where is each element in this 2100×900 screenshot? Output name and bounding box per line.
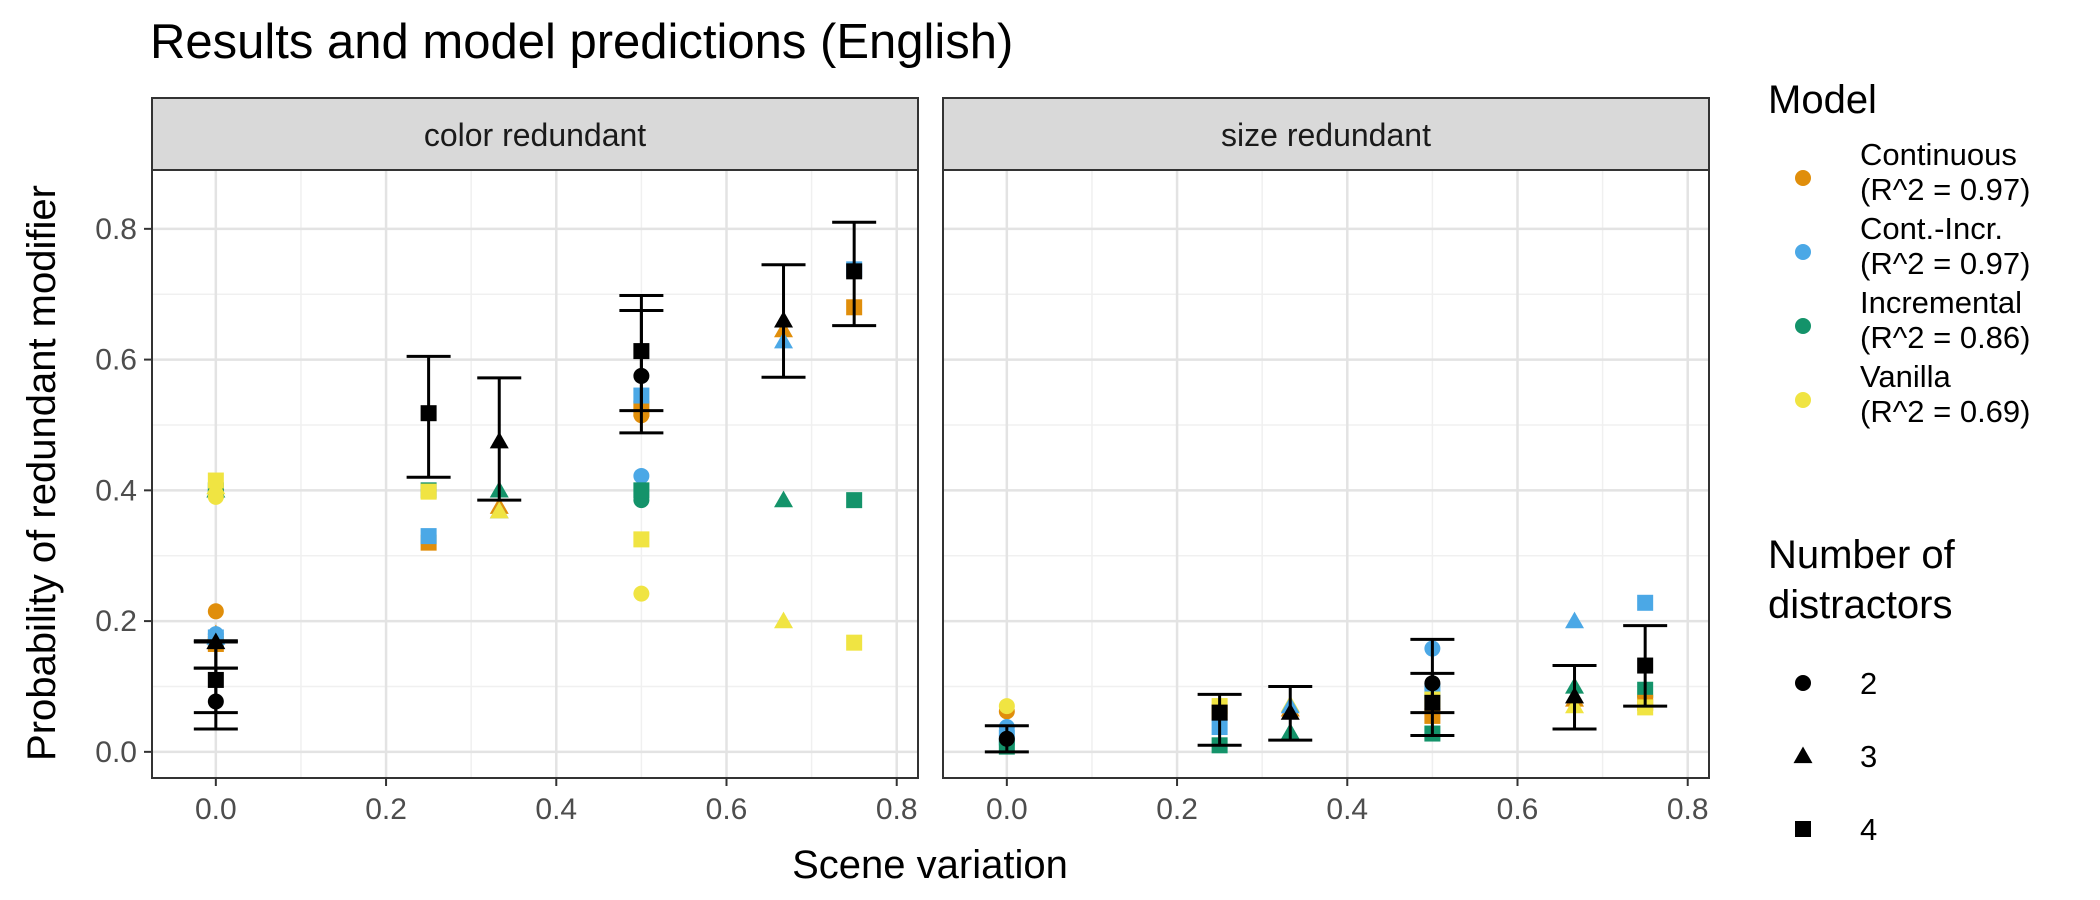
- legend-label: (R^2 = 0.86): [1860, 320, 2031, 355]
- x-tick-label: 0.8: [876, 793, 918, 826]
- y-tick-label: 0.0: [95, 736, 137, 769]
- legend-label: (R^2 = 0.97): [1860, 246, 2031, 281]
- legend-label: (R^2 = 0.97): [1860, 172, 2031, 207]
- x-tick-label: 0.2: [365, 793, 407, 826]
- legend-swatch: [1795, 392, 1811, 408]
- panel-background: [152, 170, 918, 778]
- legend-shape-circle: [1795, 675, 1811, 691]
- panel-border: [151, 169, 919, 779]
- y-tick-label: 0.4: [95, 474, 137, 507]
- legend-label: 2: [1860, 666, 1877, 701]
- prediction-point: [1637, 594, 1654, 611]
- legend-label: Vanilla: [1860, 359, 1952, 394]
- legend-model-title: Model: [1768, 78, 1877, 122]
- legend-swatch: [1795, 244, 1811, 260]
- prediction-point: [207, 603, 224, 620]
- x-axis-label: Scene variation: [792, 843, 1068, 887]
- x-tick-label: 0.6: [706, 793, 748, 826]
- x-tick-label: 0.4: [535, 793, 577, 826]
- x-tick-label: 0.0: [986, 793, 1028, 826]
- x-tick-label: 0.4: [1326, 793, 1368, 826]
- legend-swatch: [1795, 318, 1811, 334]
- facet-strip: [151, 97, 919, 171]
- empirical-point: [633, 343, 650, 360]
- prediction-point: [489, 501, 509, 519]
- empirical-point: [1280, 703, 1300, 720]
- prediction-point: [420, 528, 437, 545]
- legend-label: 4: [1860, 812, 1877, 847]
- panel-border: [942, 169, 1710, 779]
- prediction-point: [633, 585, 650, 602]
- prediction-point: [207, 472, 224, 489]
- legend-label: Incremental: [1860, 285, 2022, 320]
- panel-size-redundant: size redundant 0.0 0.2 0.4 0.6 0.8: [942, 97, 1710, 826]
- y-axis-label: Probability of redundant modifier: [20, 185, 64, 761]
- prediction-point: [846, 492, 863, 509]
- empirical-point: [774, 310, 794, 328]
- empirical-point: [1424, 694, 1441, 711]
- empirical-point: [1211, 704, 1228, 721]
- empirical-point: [489, 431, 509, 449]
- empirical-point: [998, 730, 1015, 747]
- x-tick-label: 0.0: [195, 793, 237, 826]
- prediction-point: [633, 531, 650, 548]
- legend-label: Continuous: [1860, 137, 2017, 172]
- facet-strip-label: color redundant: [424, 117, 646, 153]
- legend-shape-title: Number of: [1768, 533, 1956, 577]
- legend-shape-triangle: [1793, 746, 1813, 764]
- empirical-point: [207, 671, 224, 688]
- legend-label: 3: [1860, 739, 1877, 774]
- empirical-point: [420, 405, 437, 422]
- chart-title: Results and model predictions (English): [150, 15, 1013, 69]
- panel-color-redundant: color redundant 0.0 0.2 0.4 0.6 0.8 0.0 0.2 0.4 0…: [95, 97, 919, 826]
- legend-shape-title: distractors: [1768, 583, 1953, 627]
- legend-shape-square: [1795, 821, 1811, 837]
- y-tick-label: 0.2: [95, 605, 137, 638]
- empirical-point: [1565, 686, 1585, 704]
- legend-label: (R^2 = 0.69): [1860, 394, 2031, 429]
- prediction-point: [420, 483, 437, 500]
- y-tick-label: 0.8: [95, 213, 137, 246]
- panel-background: [943, 170, 1709, 778]
- legend-swatch: [1795, 170, 1811, 186]
- prediction-point: [1565, 611, 1585, 629]
- empirical-point: [846, 263, 863, 280]
- prediction-point: [774, 490, 794, 508]
- x-tick-label: 0.6: [1497, 793, 1539, 826]
- facet-strip-label: size redundant: [1221, 117, 1431, 153]
- prediction-point: [633, 467, 650, 484]
- prediction-point: [998, 698, 1015, 715]
- y-tick-label: 0.6: [95, 344, 137, 377]
- facet-strip: [942, 97, 1710, 171]
- prediction-point: [846, 634, 863, 651]
- empirical-point: [1637, 657, 1654, 674]
- prediction-point: [633, 482, 650, 499]
- legend-label: Cont.-Incr.: [1860, 211, 2003, 246]
- x-tick-label: 0.2: [1156, 793, 1198, 826]
- x-tick-label: 0.8: [1667, 793, 1709, 826]
- prediction-point: [774, 611, 794, 629]
